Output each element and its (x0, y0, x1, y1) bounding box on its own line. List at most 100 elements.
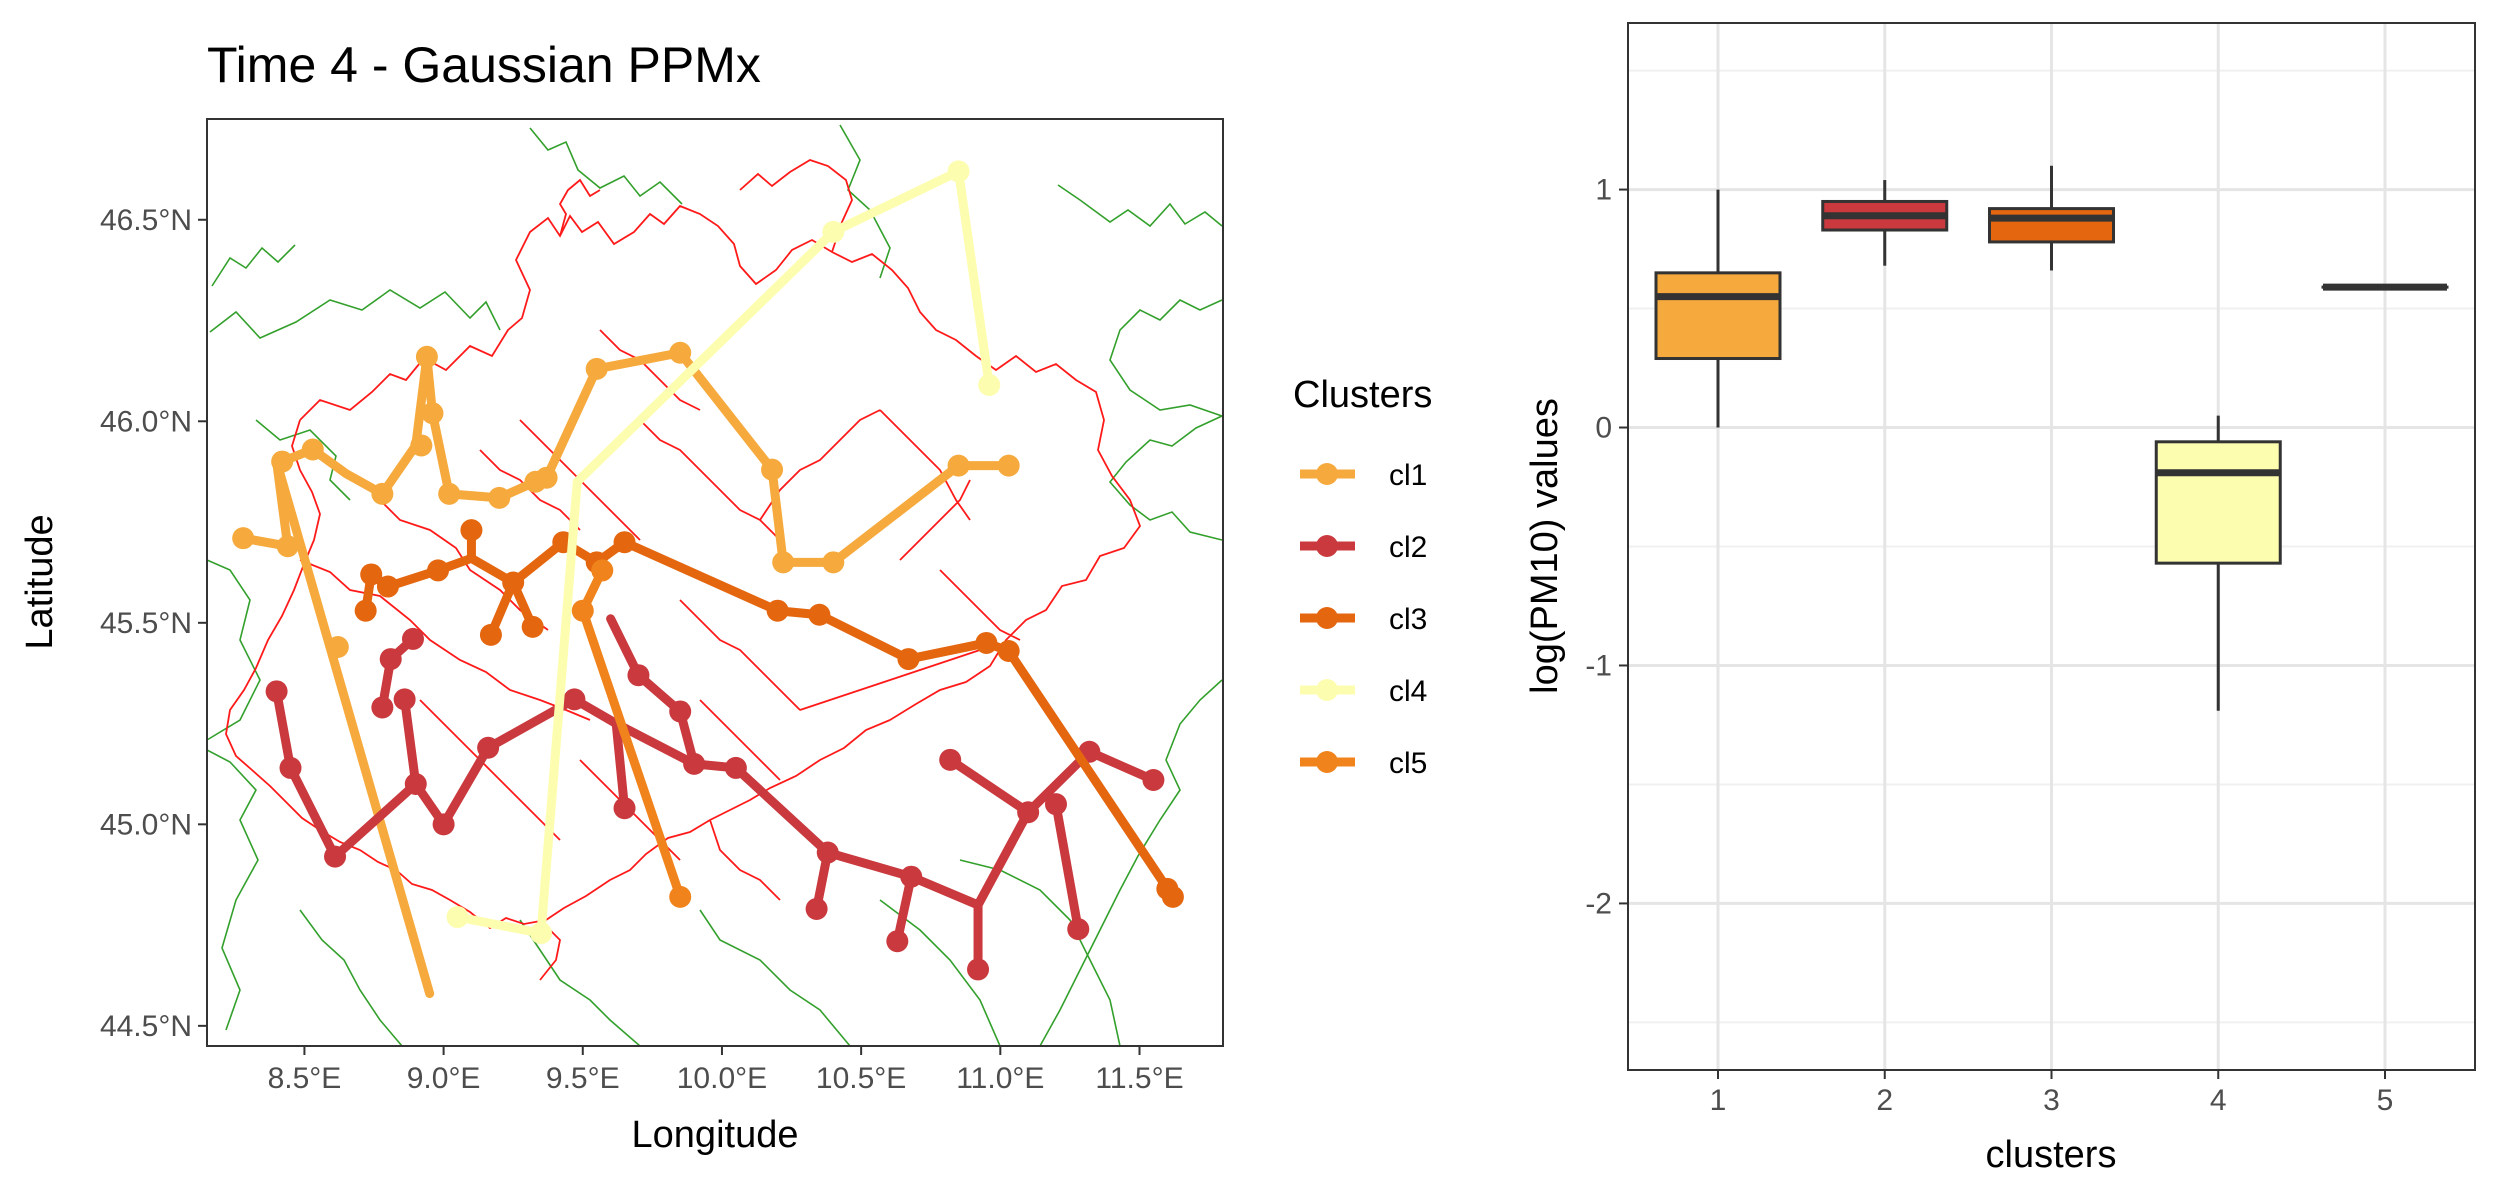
map-y-tick-label: 46.5°N (100, 204, 192, 237)
box-y-ticks: -2 -1 0 1 (1585, 174, 1628, 920)
point-cl2 (379, 648, 402, 671)
point-cl3 (766, 599, 789, 622)
map-x-tick-label: 9.5°E (546, 1062, 620, 1095)
box-cluster-3 (1988, 165, 2115, 271)
map-y-tick-label: 45.0°N (100, 808, 192, 841)
point-cl3 (897, 648, 920, 671)
point-cl3 (975, 631, 998, 654)
point-cl1 (669, 341, 692, 364)
point-cl1 (997, 454, 1020, 477)
legend-key-point (1316, 679, 1338, 701)
legend-label: cl1 (1389, 459, 1427, 492)
box-y-tick-label: -1 (1585, 649, 1612, 682)
box-x-tick-label: 5 (2377, 1084, 2394, 1117)
point-cl4 (530, 922, 553, 945)
legend-items: cl1 cl2 cl3 cl4 cl5 (1300, 459, 1427, 780)
box-y-tick-label: -2 (1585, 887, 1612, 920)
legend-key-point (1316, 751, 1338, 773)
box-x-axis-title: clusters (1986, 1134, 2117, 1176)
point-cl4 (947, 160, 970, 183)
point-cl4 (822, 220, 845, 243)
point-cl3 (354, 599, 377, 622)
point-cl1 (326, 635, 349, 658)
box-cluster-1 (1654, 189, 1782, 428)
map-y-tick-label: 45.5°N (100, 607, 192, 640)
series-line-cl2 (945, 755, 1033, 817)
point-cl4 (446, 906, 469, 929)
legend-label: cl4 (1389, 675, 1427, 708)
box-cluster-4 (2154, 415, 2282, 711)
point-cl2 (265, 680, 288, 703)
box-y-axis-title: log(PM10) values (1524, 398, 1566, 694)
point-cl2 (1142, 768, 1165, 791)
point-cl1 (271, 450, 294, 473)
point-cl2 (1017, 801, 1040, 824)
point-cl1 (232, 527, 255, 550)
series-line-cl2 (606, 614, 699, 769)
map-x-tick-label: 11.5°E (1095, 1062, 1183, 1095)
point-cl1 (535, 466, 558, 489)
legend-key-point (1316, 607, 1338, 629)
point-cl2 (886, 930, 909, 953)
point-cl3 (360, 563, 383, 586)
box-cluster-2 (1821, 180, 1949, 266)
legend-key-point (1316, 535, 1338, 557)
legend-label: cl2 (1389, 531, 1427, 564)
point-cl1 (585, 357, 608, 380)
point-cl1 (415, 345, 438, 368)
point-cl4 (978, 374, 1001, 397)
legend-item-cl3: cl3 (1300, 603, 1427, 636)
series-line-cl2 (611, 719, 630, 813)
map-panel: 8.5°E 9.0°E 9.5°E 10.0°E 10.5°E 11.0°E 11.5°E … (100, 118, 1224, 1095)
boundary-outer-green (207, 124, 1223, 1046)
point-cl2 (404, 773, 427, 796)
point-cl1 (421, 402, 444, 425)
map-y-axis-title: Latitude (19, 514, 61, 649)
series-line-cl2 (400, 694, 421, 789)
box-iqr (2154, 440, 2282, 565)
point-cl2 (669, 700, 692, 723)
point-cl2 (724, 756, 747, 779)
point-cl2 (967, 958, 990, 981)
map-title: Time 4 - Gaussian PPMx (207, 37, 761, 93)
series-line-cl2 (1051, 799, 1083, 934)
point-cl2 (627, 664, 650, 687)
legend-item-cl5: cl5 (1300, 747, 1427, 780)
point-cl3 (427, 559, 450, 582)
legend: Clusters cl1 cl2 cl3 cl4 cl5 (1293, 374, 1432, 780)
map-x-tick-label: 11.0°E (956, 1062, 1044, 1095)
legend-title: Clusters (1293, 374, 1432, 416)
map-x-axis-title: Longitude (632, 1114, 799, 1156)
point-cl5 (591, 559, 614, 582)
box-x-ticks: 1 2 3 4 5 (1710, 1070, 2394, 1117)
map-y-tick-label: 46.0°N (100, 405, 192, 438)
point-cl2 (1044, 793, 1067, 816)
box-y-tick-label: 1 (1595, 174, 1612, 207)
point-cl2 (371, 696, 394, 719)
point-cl2 (939, 748, 962, 771)
point-cl3 (997, 640, 1020, 663)
point-cl3 (1161, 885, 1184, 908)
point-cl1 (301, 438, 324, 461)
point-cl1 (822, 551, 845, 574)
point-cl2 (563, 688, 586, 711)
legend-label: cl3 (1389, 603, 1427, 636)
legend-item-cl1: cl1 (1300, 459, 1427, 492)
point-cl2 (393, 688, 416, 711)
point-cl1 (488, 486, 511, 509)
map-x-tick-label: 10.5°E (816, 1062, 906, 1095)
box-iqr (1654, 271, 1782, 361)
box-x-tick-label: 1 (1710, 1084, 1727, 1117)
series-cl1 (232, 341, 1020, 999)
point-cl3 (613, 531, 636, 554)
point-cl2 (432, 813, 455, 836)
point-cl2 (1067, 918, 1090, 941)
box-x-tick-label: 2 (1876, 1084, 1893, 1117)
box-y-tick-label: 0 (1595, 412, 1612, 445)
map-series (232, 160, 1184, 999)
point-cl2 (324, 845, 347, 868)
point-cl2 (613, 797, 636, 820)
series-cl2 (265, 614, 1165, 981)
map-y-ticks: 44.5°N 45.0°N 45.5°N 46.0°N 46.5°N (100, 204, 207, 1043)
